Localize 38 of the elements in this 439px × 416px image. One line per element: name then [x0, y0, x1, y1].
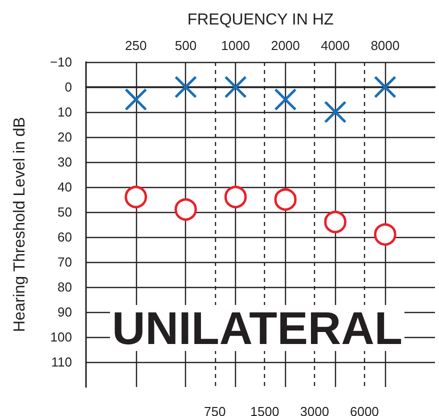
point	[174, 76, 198, 98]
y-tick-label: 40	[58, 180, 72, 194]
y-tick-label: 90	[58, 304, 72, 320]
point	[124, 186, 148, 208]
x-tick-label: 1000	[221, 38, 250, 53]
y-tick-label: 50	[58, 204, 72, 220]
point	[124, 88, 148, 111]
point	[174, 198, 197, 221]
x-axis-title: FREQUENCY IN HZ	[187, 12, 334, 28]
ref-line-label: 1500	[250, 404, 280, 416]
y-tick-label: 70	[58, 254, 72, 270]
point	[274, 188, 297, 211]
point	[324, 100, 347, 124]
y-tick-label: 100	[50, 330, 72, 344]
point	[274, 88, 297, 111]
y-tick-label: 0	[64, 80, 72, 94]
point	[324, 210, 346, 234]
y-tick-label: 30	[58, 154, 72, 170]
point	[374, 223, 396, 246]
point	[224, 76, 247, 98]
ref-line-label: 3000	[300, 404, 330, 416]
y-tick-label: 80	[58, 280, 72, 294]
y-tick-label: 110	[51, 354, 72, 370]
y-tick-label: 10	[58, 104, 72, 120]
y-tick-label: −10	[50, 54, 72, 70]
x-tick-label: 500	[174, 38, 197, 53]
x-tick-label: 2000	[270, 38, 300, 53]
ref-line-label: 6000	[350, 404, 379, 416]
y-axis-title: Hearing Threshold Level in dB	[12, 117, 28, 332]
ref-line-label: 750	[204, 404, 226, 416]
annotation: UNILATERAL	[112, 302, 402, 354]
x-tick-label: 8000	[370, 38, 400, 53]
y-tick-label: 60	[58, 230, 72, 244]
point	[374, 76, 396, 98]
point	[224, 186, 247, 208]
y-tick-label: 20	[58, 130, 72, 144]
x-tick-label: 250	[125, 38, 147, 53]
x-tick-label: 4000	[320, 38, 350, 53]
